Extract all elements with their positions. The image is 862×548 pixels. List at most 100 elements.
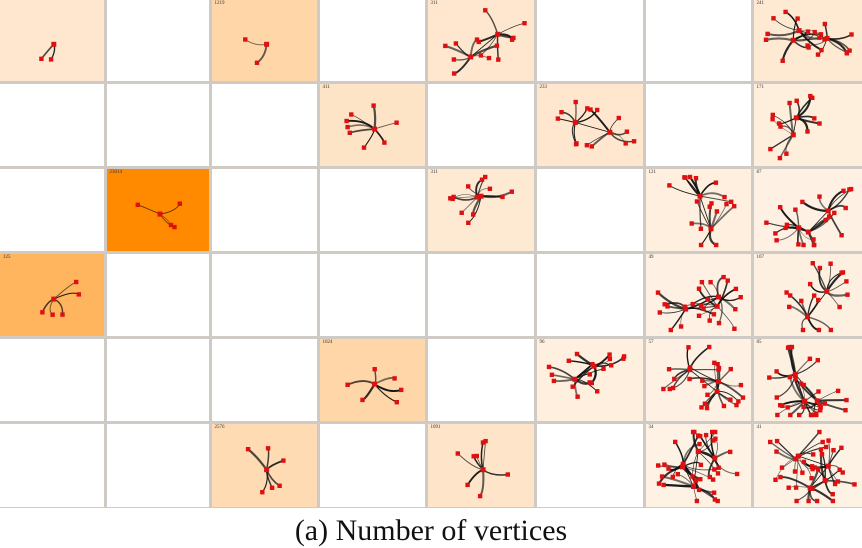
graph-vertex bbox=[794, 98, 799, 103]
graph-vertex bbox=[842, 407, 848, 412]
graph-edge bbox=[482, 440, 486, 470]
graph-vertex bbox=[391, 375, 397, 381]
graph-vertex bbox=[787, 412, 792, 417]
graph-vertex bbox=[789, 344, 794, 349]
graph-vertex bbox=[135, 202, 140, 207]
graph-vertex bbox=[698, 303, 703, 308]
graph-vertex bbox=[792, 468, 797, 474]
graph-vertex bbox=[727, 449, 732, 454]
graph-hub-vertex bbox=[494, 31, 500, 37]
graph-vertex bbox=[259, 489, 264, 494]
graph-vertex bbox=[811, 292, 816, 298]
empty-cell bbox=[427, 83, 534, 166]
graph-hub-vertex bbox=[714, 388, 719, 394]
graph-vertex bbox=[573, 99, 578, 104]
graph-edge bbox=[784, 11, 800, 31]
graph-vertex bbox=[712, 496, 717, 502]
graph-vertex bbox=[837, 467, 842, 472]
graph-vertex bbox=[801, 382, 806, 387]
graph-vertex bbox=[738, 382, 743, 387]
graph-vertex bbox=[799, 470, 805, 475]
graph-edge bbox=[497, 22, 525, 35]
cell-count-label: 241 bbox=[756, 1, 765, 6]
graph-hub-vertex bbox=[825, 207, 831, 213]
graph-vertex bbox=[664, 303, 670, 309]
graph-drawing bbox=[655, 274, 743, 332]
graph-vertex bbox=[482, 8, 487, 13]
graph-vertex bbox=[731, 203, 736, 208]
graph-vertex bbox=[709, 429, 714, 434]
graph-drawing bbox=[766, 344, 849, 417]
graph-vertex bbox=[675, 471, 680, 476]
graph-vertex bbox=[631, 138, 636, 143]
heatmap-grid: 1219 311 241 411 233 171 23014 311 121 87 125 49 107… bbox=[0, 0, 862, 508]
graph-vertex bbox=[714, 361, 720, 366]
graph-vertex bbox=[573, 140, 579, 146]
graph-vertex bbox=[74, 279, 79, 284]
cell-count-label: 311 bbox=[430, 1, 438, 6]
graph-vertex bbox=[815, 52, 820, 57]
graph-vertex bbox=[715, 498, 720, 503]
graph-vertex bbox=[786, 304, 791, 309]
graph-vertex bbox=[779, 464, 784, 470]
graph-vertex bbox=[600, 366, 606, 371]
graph-vertex bbox=[494, 43, 499, 48]
graph-edge bbox=[244, 39, 267, 46]
graph-vertex bbox=[668, 327, 673, 332]
graph-edge bbox=[373, 376, 395, 385]
graph-hub-vertex bbox=[591, 363, 597, 369]
graph-hub-vertex bbox=[822, 477, 828, 483]
graph-vertex bbox=[792, 207, 798, 212]
graph-vertex bbox=[455, 450, 460, 456]
graph-vertex bbox=[702, 401, 707, 406]
graph-vertex bbox=[810, 236, 816, 242]
graph-vertex bbox=[817, 407, 822, 412]
graph-edge bbox=[609, 130, 627, 135]
graph-vertex bbox=[381, 139, 387, 145]
graph-vertex bbox=[704, 405, 709, 410]
graph-vertex bbox=[816, 35, 822, 40]
graph-vertex bbox=[815, 357, 820, 362]
graph-vertex bbox=[773, 368, 779, 374]
cell-count-label: 57 bbox=[648, 339, 654, 345]
graph-vertex bbox=[712, 436, 718, 441]
graph-vertex bbox=[799, 199, 805, 204]
graph-vertex bbox=[398, 387, 403, 392]
cell-count-label: 125 bbox=[3, 254, 11, 260]
graph-vertex bbox=[689, 220, 694, 226]
graph-vertex bbox=[786, 485, 791, 490]
graph-hub-vertex bbox=[805, 229, 811, 234]
graph-vertex bbox=[773, 448, 779, 454]
graph-vertex bbox=[570, 384, 575, 389]
graph-vertex bbox=[347, 130, 352, 135]
graph-vertex bbox=[713, 242, 718, 247]
graph-hub-vertex bbox=[697, 193, 702, 199]
graph-vertex bbox=[707, 279, 713, 284]
graph-hub-vertex bbox=[480, 466, 486, 472]
graph-cell: 34 bbox=[645, 423, 751, 507]
graph-edge bbox=[469, 33, 498, 58]
cell-count-label: 96 bbox=[539, 339, 545, 345]
graph-vertex bbox=[370, 102, 376, 108]
graph-edge bbox=[816, 398, 847, 402]
graph-vertex bbox=[706, 344, 711, 349]
empty-cell bbox=[106, 423, 209, 507]
graph-edge bbox=[469, 44, 497, 58]
graph-vertex bbox=[735, 398, 741, 404]
graph-hub-vertex bbox=[682, 306, 688, 312]
graph-hub-vertex bbox=[711, 455, 717, 461]
graph-edge bbox=[363, 128, 375, 148]
graph-vertex bbox=[694, 198, 699, 204]
graph-hub-vertex bbox=[478, 193, 483, 199]
cell-count-label: 49 bbox=[648, 254, 654, 260]
graph-hub-vertex bbox=[680, 461, 686, 467]
graph-edge bbox=[456, 452, 483, 470]
graph-vertex bbox=[482, 438, 488, 443]
graph-vertex bbox=[808, 475, 814, 480]
graph-vertex bbox=[662, 301, 667, 306]
graph-vertex bbox=[815, 388, 821, 394]
graph-vertex bbox=[495, 57, 500, 62]
graph-vertex bbox=[76, 291, 81, 297]
graph-drawing bbox=[767, 429, 857, 503]
graph-vertex bbox=[168, 222, 173, 227]
